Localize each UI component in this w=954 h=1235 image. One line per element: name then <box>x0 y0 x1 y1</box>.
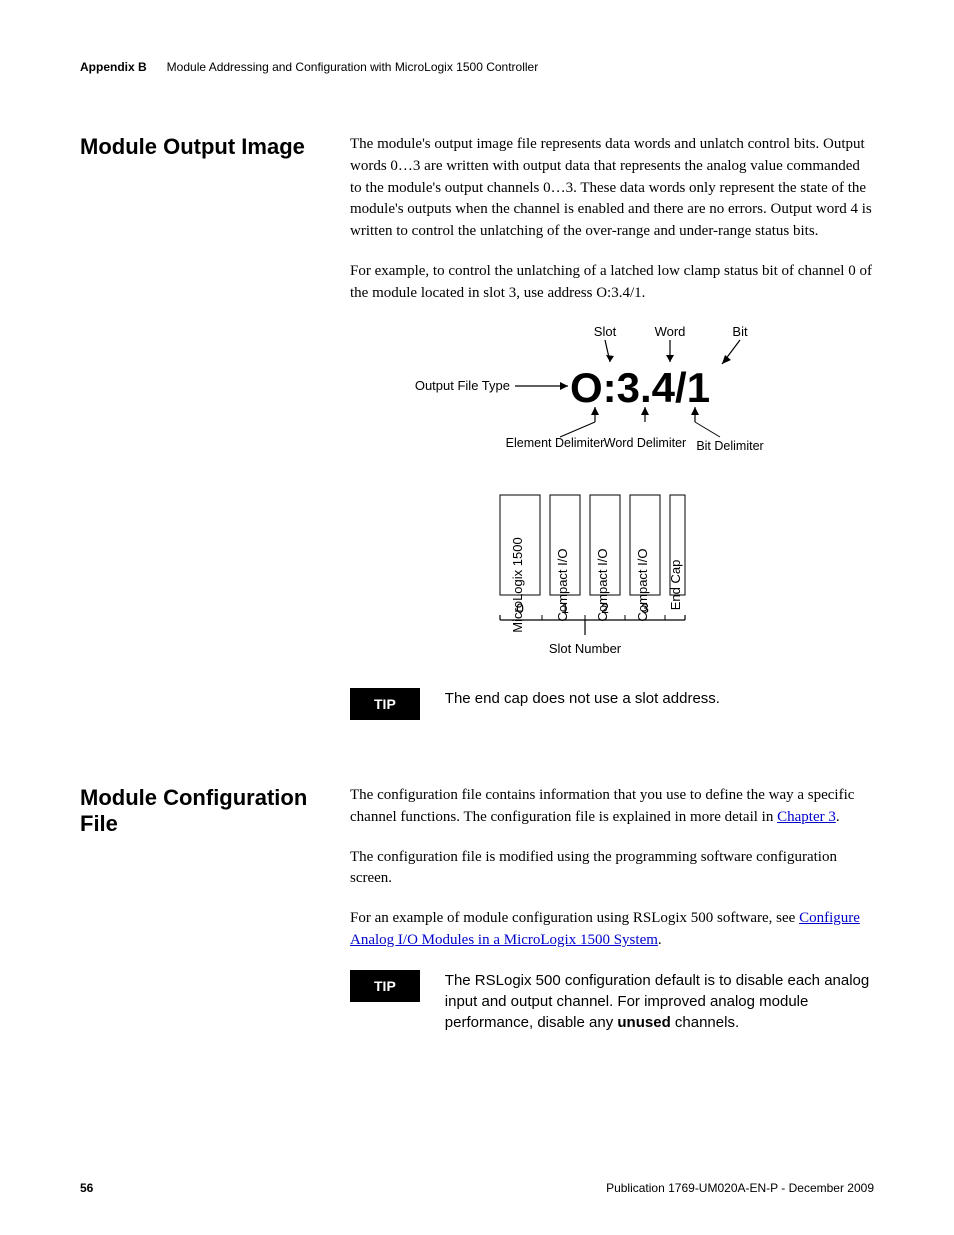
address-text: O:3.4/1 <box>570 364 710 411</box>
module-label: MicroLogix 1500 <box>510 537 525 632</box>
text: channels. <box>671 1014 739 1031</box>
text: . <box>658 932 662 948</box>
label-word-delim: Word Delimiter <box>604 436 686 450</box>
publication-info: Publication 1769-UM020A-EN-P - December … <box>606 1181 874 1195</box>
section-heading: Module Configuration File <box>80 785 350 837</box>
slot-num: 0 <box>516 600 524 616</box>
section-heading: Module Output Image <box>80 134 350 160</box>
para: For example, to control the unlatching o… <box>350 261 874 305</box>
tip-row: TIP The RSLogix 500 configuration defaul… <box>350 970 874 1033</box>
tip-text: The RSLogix 500 configuration default is… <box>445 970 874 1033</box>
tip-badge: TIP <box>350 688 420 720</box>
link-chapter3[interactable]: Chapter 3 <box>777 809 836 825</box>
label-output-file-type: Output File Type <box>415 378 510 393</box>
para: The module's output image file represent… <box>350 134 874 243</box>
label-bit: Bit <box>732 324 748 339</box>
tip-row: TIP The end cap does not use a slot addr… <box>350 688 874 720</box>
para: For an example of module configuration u… <box>350 908 874 952</box>
para: The configuration file is modified using… <box>350 847 874 891</box>
address-diagram: Slot Word Bit Output File Type O:3.4 <box>370 322 874 470</box>
page-footer: 56 Publication 1769-UM020A-EN-P - Decemb… <box>80 1181 874 1195</box>
label-element-delim: Element Delimiter <box>506 436 605 450</box>
address-svg: Slot Word Bit Output File Type O:3.4 <box>370 322 870 462</box>
label-bit-delim: Bit Delimiter <box>696 439 763 453</box>
section-module-output-image: Module Output Image The module's output … <box>80 134 874 745</box>
slot-num: 1 <box>561 600 569 616</box>
para: The configuration file contains informat… <box>350 785 874 829</box>
slot-number-label: Slot Number <box>549 641 622 656</box>
slot-svg: MicroLogix 1500 Compact I/O Compact I/O … <box>370 485 770 665</box>
tip-text: The end cap does not use a slot address. <box>445 688 720 709</box>
tip-badge: TIP <box>350 970 420 1002</box>
header-appendix: Appendix B <box>80 60 147 74</box>
page-header: Appendix B Module Addressing and Configu… <box>80 60 874 74</box>
slot-num: 2 <box>601 600 609 616</box>
slot-num: 3 <box>641 600 649 616</box>
text: . <box>836 809 840 825</box>
page: Appendix B Module Addressing and Configu… <box>0 0 954 1235</box>
section-body: The configuration file contains informat… <box>350 785 874 1058</box>
header-title: Module Addressing and Configuration with… <box>167 60 539 74</box>
section-body: The module's output image file represent… <box>350 134 874 745</box>
slot-diagram: MicroLogix 1500 Compact I/O Compact I/O … <box>370 485 874 673</box>
module-label: End Cap <box>668 560 683 611</box>
label-slot: Slot <box>594 324 617 339</box>
text-bold: unused <box>617 1014 670 1031</box>
text: For an example of module configuration u… <box>350 910 799 926</box>
label-word: Word <box>655 324 686 339</box>
section-module-config-file: Module Configuration File The configurat… <box>80 785 874 1058</box>
page-number: 56 <box>80 1181 93 1195</box>
